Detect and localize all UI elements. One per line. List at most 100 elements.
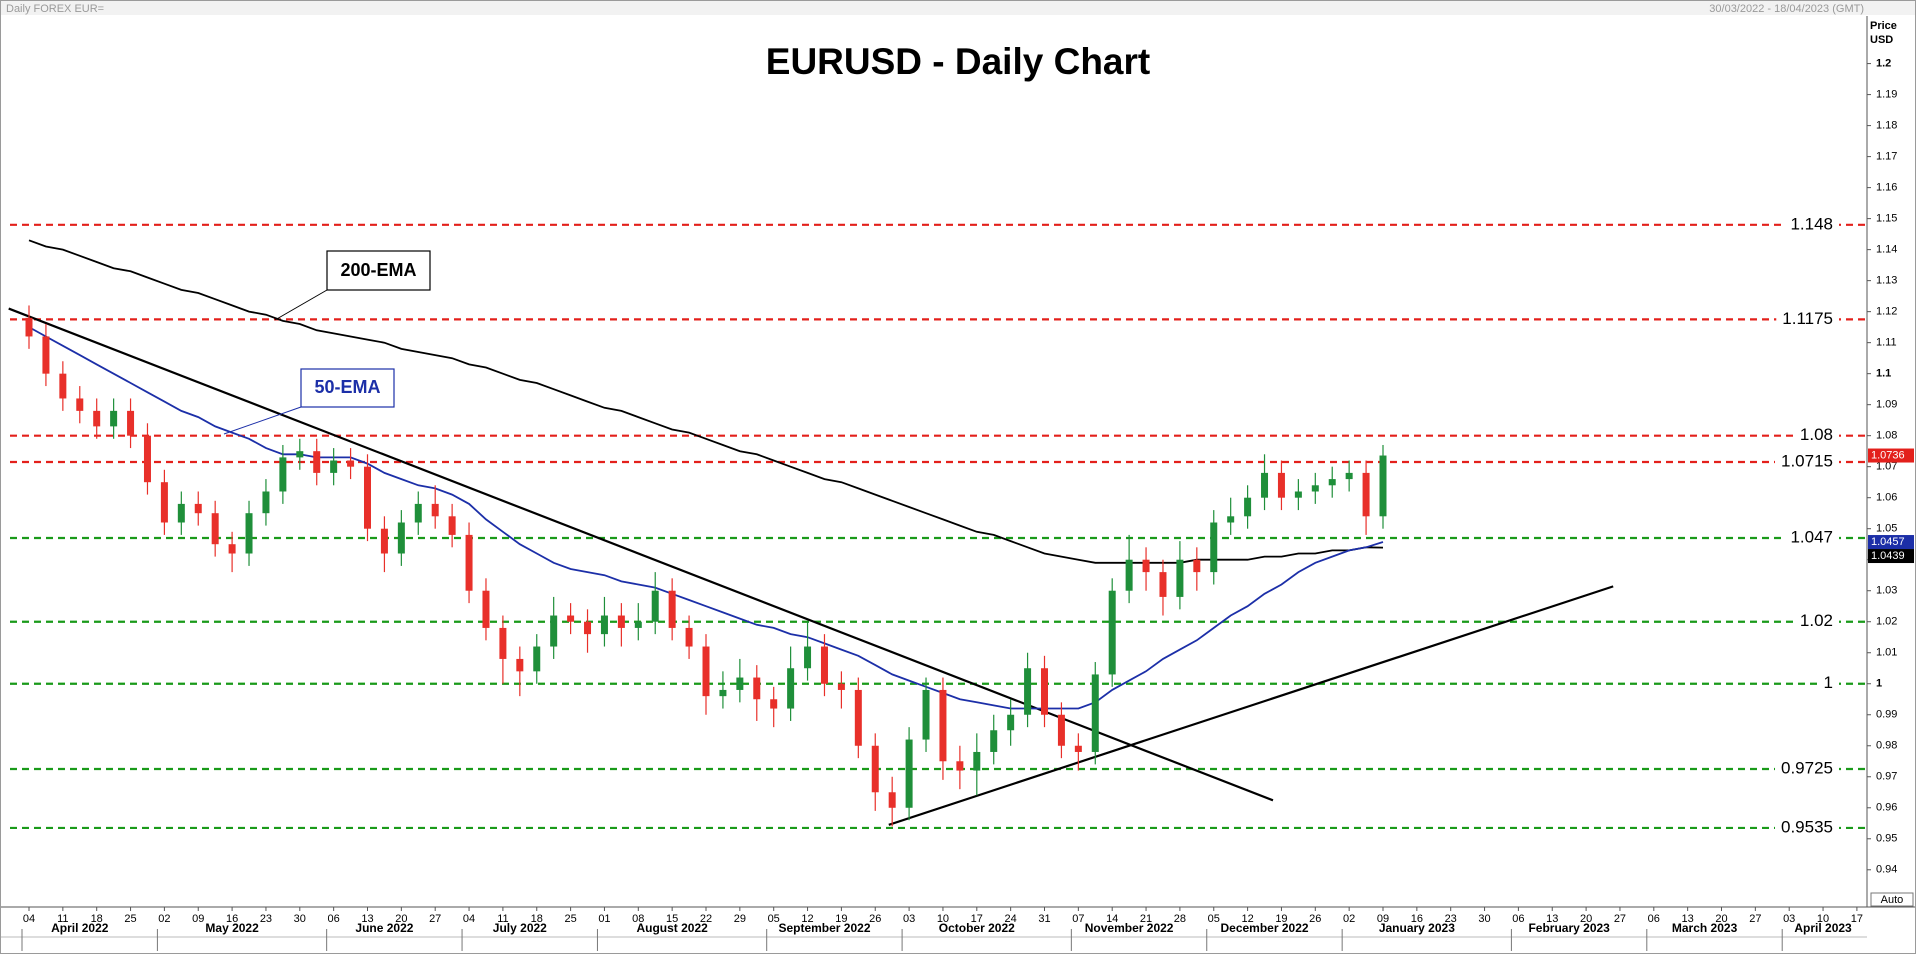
y-tick-label: 1.18 (1876, 120, 1897, 132)
candle-body (465, 534, 473, 591)
candle-body (651, 590, 659, 622)
x-tick-label: 19 (835, 913, 847, 925)
level-label: 1.02 (1800, 611, 1833, 630)
x-tick-label: 29 (734, 913, 746, 925)
y-tick-label: 0.98 (1876, 740, 1897, 752)
candle-body (600, 615, 608, 635)
candle-body (59, 373, 67, 399)
candle-body (956, 761, 964, 771)
month-label: December 2022 (1220, 921, 1308, 935)
candle-body (1328, 479, 1336, 486)
candle-body (482, 590, 490, 628)
level-label: 1.0715 (1781, 452, 1833, 471)
trendline (888, 585, 1614, 826)
level-label-bg (1776, 307, 1839, 329)
candle-body (499, 627, 507, 659)
y-tick-label: 0.97 (1876, 771, 1897, 783)
x-tick-label: 13 (361, 913, 373, 925)
x-tick-label: 07 (1072, 913, 1084, 925)
x-tick-label: 08 (632, 913, 644, 925)
level-label: 1.08 (1800, 425, 1833, 444)
candle-body (1379, 455, 1387, 517)
level-label: 0.9535 (1781, 817, 1833, 836)
candle-body (922, 689, 930, 740)
candle-body (448, 516, 456, 535)
candle-body (194, 503, 202, 514)
y-tick-label: 1.15 (1876, 213, 1897, 225)
y-tick-label: 0.96 (1876, 802, 1897, 814)
annotation: 50-EMA (314, 377, 380, 397)
leader-line (223, 406, 302, 435)
candle-body (533, 646, 541, 672)
level-label: 1.047 (1790, 527, 1833, 546)
candle-body (1108, 590, 1116, 675)
y-tick-label: 0.95 (1876, 833, 1897, 845)
annotation: 200-EMA (340, 260, 416, 280)
month-label: April 2022 (51, 921, 109, 935)
candle-body (787, 668, 795, 709)
candle-body (1210, 522, 1218, 573)
candle-body (1362, 472, 1370, 517)
candle-body (854, 689, 862, 746)
y-tick-label: 1.19 (1876, 88, 1897, 100)
x-tick-label: 06 (1512, 913, 1524, 925)
x-tick-label: 27 (429, 913, 441, 925)
y-tick-label: 1.02 (1876, 616, 1897, 628)
month-label: November 2022 (1085, 921, 1174, 935)
x-tick-label: 05 (1208, 913, 1220, 925)
x-tick-label: 26 (1309, 913, 1321, 925)
header-bar (1, 1, 1915, 15)
annotation-box (326, 250, 431, 291)
x-tick-label: 09 (1377, 913, 1389, 925)
level-label-bg (1793, 424, 1839, 446)
y-tick-label: 1.2 (1876, 57, 1891, 69)
candle-body (1159, 572, 1167, 597)
x-tick-label: 03 (903, 913, 915, 925)
auto-button[interactable] (1870, 892, 1914, 907)
month-label: July 2022 (493, 921, 547, 935)
candle-body (820, 646, 828, 684)
level-label-bg (1817, 672, 1839, 694)
price-tag (1868, 535, 1914, 550)
x-tick-label: 14 (1106, 913, 1118, 925)
y-tick-label: 1.12 (1876, 306, 1897, 318)
auto-button-label[interactable]: Auto (1881, 894, 1904, 906)
candle-body (736, 677, 744, 690)
x-tick-label: 27 (1614, 913, 1626, 925)
month-label: October 2022 (939, 921, 1015, 935)
y-tick-label: 1.03 (1876, 585, 1897, 597)
x-tick-label: 18 (91, 913, 103, 925)
candle-body (42, 336, 50, 374)
candle-body (516, 658, 524, 672)
level-label-bg (1793, 610, 1839, 632)
candle-body (634, 621, 642, 628)
x-tick-label: 16 (1411, 913, 1423, 925)
month-label: September 2022 (778, 921, 870, 935)
x-tick-label: 09 (192, 913, 204, 925)
y-tick-label: 1.01 (1876, 647, 1897, 659)
candle-body (364, 466, 371, 529)
x-tick-label: 17 (971, 913, 983, 925)
x-tick-label: 05 (768, 913, 780, 925)
level-label-bg (1784, 526, 1839, 548)
x-tick-label: 31 (1038, 913, 1050, 925)
y-tick-label: 1.1 (1876, 368, 1891, 380)
y-tick-label: 1.13 (1876, 275, 1897, 287)
candle-body (1294, 491, 1302, 498)
levels: 1.148 1.1175 1.08 1.0715 1.047 1.02 1 0.9725 0.9… (10, 213, 1867, 838)
y-tick-label: 1.11 (1876, 337, 1897, 349)
level-label: 1.148 (1790, 214, 1833, 233)
candle-body (431, 503, 439, 517)
candle-body (1227, 516, 1235, 523)
level-label: 0.9725 (1781, 758, 1833, 777)
axis-title-box: Price USD (1870, 20, 1897, 46)
candle-body (414, 503, 422, 523)
price-tag (1868, 549, 1914, 564)
candle-body (76, 398, 84, 411)
candle-body (279, 457, 287, 492)
level-label: 1.1175 (1782, 309, 1833, 328)
x-tick-label: 04 (463, 913, 475, 925)
y-tick-label: 1.16 (1876, 182, 1897, 194)
